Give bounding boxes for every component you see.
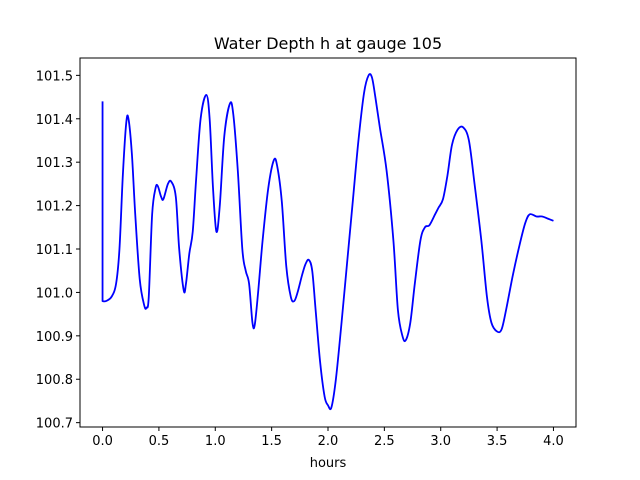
x-axis-label: hours — [310, 456, 347, 471]
series-layer — [101, 73, 554, 411]
chart-title: Water Depth h at gauge 105 — [214, 34, 442, 53]
x-tick-label: 2.0 — [318, 434, 339, 449]
y-tick-label: 101.5 — [36, 69, 73, 84]
y-tick-label: 101.4 — [36, 113, 73, 128]
x-tick-label: 4.0 — [543, 434, 564, 449]
y-tick-label: 101.0 — [36, 286, 73, 301]
plot-area-frame — [79, 57, 577, 428]
x-tick-label: 0.5 — [149, 434, 170, 449]
x-tick-label: 2.5 — [374, 434, 395, 449]
x-tick-label: 1.5 — [261, 434, 282, 449]
y-tick-label: 101.2 — [36, 200, 73, 215]
y-tick-label: 101.3 — [36, 156, 73, 171]
y-tick-label: 101.1 — [36, 243, 73, 258]
x-tick-label: 1.0 — [205, 434, 226, 449]
y-tick-label: 100.7 — [36, 417, 73, 432]
x-tick-label: 0.0 — [92, 434, 113, 449]
ticks-layer: 0.0 0.5 1.0 1.5 2.0 2.5 3.0 3.5 4.0 100.7 100.8 100… — [36, 69, 564, 449]
x-tick-label: 3.5 — [487, 434, 508, 449]
x-tick-label: 3.0 — [430, 434, 451, 449]
y-tick-label: 100.9 — [36, 330, 73, 345]
series-line — [101, 73, 554, 411]
y-tick-label: 100.8 — [36, 373, 73, 388]
